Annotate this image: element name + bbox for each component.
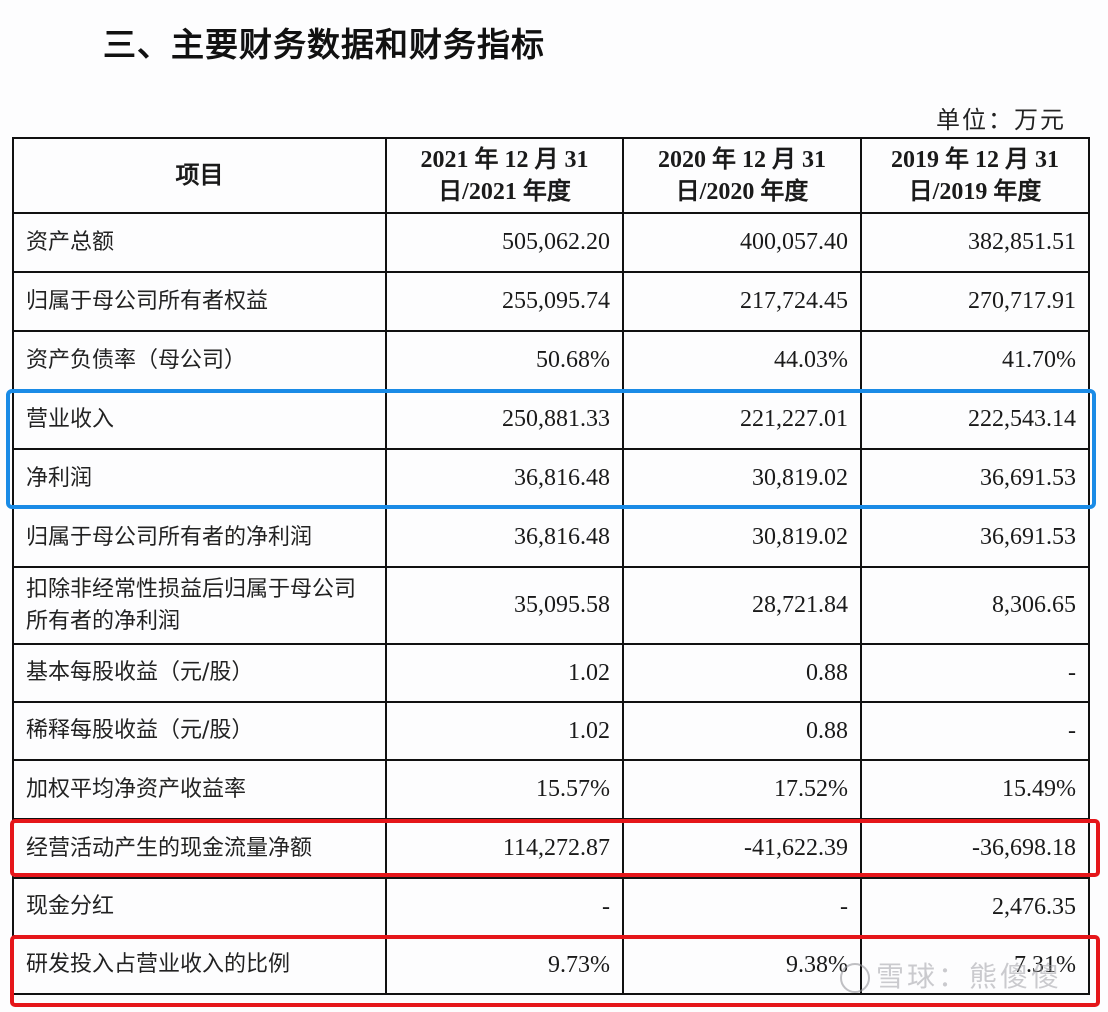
row-label: 研发投入占营业收入的比例 [12, 935, 387, 995]
table-row: 经营活动产生的现金流量净额 114,272.87 -41,622.39 -36,… [12, 818, 1090, 879]
cell-2020: 30,819.02 [622, 448, 862, 509]
financial-data-table: 项目 2021 年 12 月 31 日/2021 年度 2020 年 12 月 3… [12, 137, 1090, 995]
table-row: 稀释每股收益（元/股） 1.02 0.88 - [12, 701, 1090, 761]
cell-2021: 15.57% [385, 759, 624, 820]
cell-2019: -36,698.18 [860, 818, 1090, 879]
cell-2020: 30,819.02 [622, 507, 862, 568]
cell-2020: 9.38% [622, 935, 862, 995]
row-label: 基本每股收益（元/股） [12, 643, 387, 703]
header-2020: 2020 年 12 月 31 日/2020 年度 [622, 137, 862, 214]
cell-2019: - [860, 643, 1090, 703]
cell-2020: 221,227.01 [622, 389, 862, 450]
cell-2020: -41,622.39 [622, 818, 862, 879]
cell-2020: 217,724.45 [622, 271, 862, 332]
row-label: 扣除非经常性损益后归属于母公司所有者的净利润 [12, 566, 387, 645]
cell-2019: 15.49% [860, 759, 1090, 820]
row-label: 资产负债率（母公司） [12, 330, 387, 391]
row-label: 资产总额 [12, 212, 387, 273]
cell-2019: 36,691.53 [860, 507, 1090, 568]
cell-2021: 250,881.33 [385, 389, 624, 450]
row-label: 净利润 [12, 448, 387, 509]
table-row: 加权平均净资产收益率 15.57% 17.52% 15.49% [12, 759, 1090, 820]
cell-2021: 505,062.20 [385, 212, 624, 273]
cell-2019: 8,306.65 [860, 566, 1090, 645]
cell-2019: 270,717.91 [860, 271, 1090, 332]
cell-2021: 50.68% [385, 330, 624, 391]
cell-2019: 382,851.51 [860, 212, 1090, 273]
cell-2021: 35,095.58 [385, 566, 624, 645]
cell-2020: 0.88 [622, 643, 862, 703]
cell-2020: 400,057.40 [622, 212, 862, 273]
table-row: 研发投入占营业收入的比例 9.73% 9.38% 7.31% [12, 935, 1090, 995]
row-label: 加权平均净资产收益率 [12, 759, 387, 820]
cell-2021: 255,095.74 [385, 271, 624, 332]
row-label: 现金分红 [12, 877, 387, 937]
table-row: 归属于母公司所有者权益 255,095.74 217,724.45 270,71… [12, 271, 1090, 332]
cell-2019: 7.31% [860, 935, 1090, 995]
row-label: 营业收入 [12, 389, 387, 450]
page-title: 三、主要财务数据和财务指标 [103, 25, 545, 64]
cell-2021: 36,816.48 [385, 507, 624, 568]
table-row: 资产总额 505,062.20 400,057.40 382,851.51 [12, 212, 1090, 273]
table-row: 资产负债率（母公司） 50.68% 44.03% 41.70% [12, 330, 1090, 391]
cell-2020: 44.03% [622, 330, 862, 391]
cell-2019: 2,476.35 [860, 877, 1090, 937]
cell-2020: 28,721.84 [622, 566, 862, 645]
row-label: 归属于母公司所有者权益 [12, 271, 387, 332]
table-row: 净利润 36,816.48 30,819.02 36,691.53 [12, 448, 1090, 509]
cell-2019: 36,691.53 [860, 448, 1090, 509]
header-2021: 2021 年 12 月 31 日/2021 年度 [385, 137, 624, 214]
table-row: 归属于母公司所有者的净利润 36,816.48 30,819.02 36,691… [12, 507, 1090, 568]
row-label: 归属于母公司所有者的净利润 [12, 507, 387, 568]
cell-2021: 9.73% [385, 935, 624, 995]
table-row: 营业收入 250,881.33 221,227.01 222,543.14 [12, 389, 1090, 450]
table-header-row: 项目 2021 年 12 月 31 日/2021 年度 2020 年 12 月 3… [12, 137, 1090, 214]
table-row: 现金分红 - - 2,476.35 [12, 877, 1090, 937]
cell-2021: - [385, 877, 624, 937]
cell-2021: 1.02 [385, 701, 624, 761]
row-label: 稀释每股收益（元/股） [12, 701, 387, 761]
header-item: 项目 [12, 137, 387, 214]
cell-2020: 0.88 [622, 701, 862, 761]
cell-2020: - [622, 877, 862, 937]
cell-2021: 36,816.48 [385, 448, 624, 509]
row-label: 经营活动产生的现金流量净额 [12, 818, 387, 879]
cell-2020: 17.52% [622, 759, 862, 820]
cell-2019: - [860, 701, 1090, 761]
cell-2021: 1.02 [385, 643, 624, 703]
cell-2021: 114,272.87 [385, 818, 624, 879]
unit-label: 单位：万元 [936, 108, 1066, 134]
cell-2019: 222,543.14 [860, 389, 1090, 450]
header-2019: 2019 年 12 月 31 日/2019 年度 [860, 137, 1090, 214]
table-row: 基本每股收益（元/股） 1.02 0.88 - [12, 643, 1090, 703]
table-row: 扣除非经常性损益后归属于母公司所有者的净利润 35,095.58 28,721.… [12, 566, 1090, 645]
cell-2019: 41.70% [860, 330, 1090, 391]
